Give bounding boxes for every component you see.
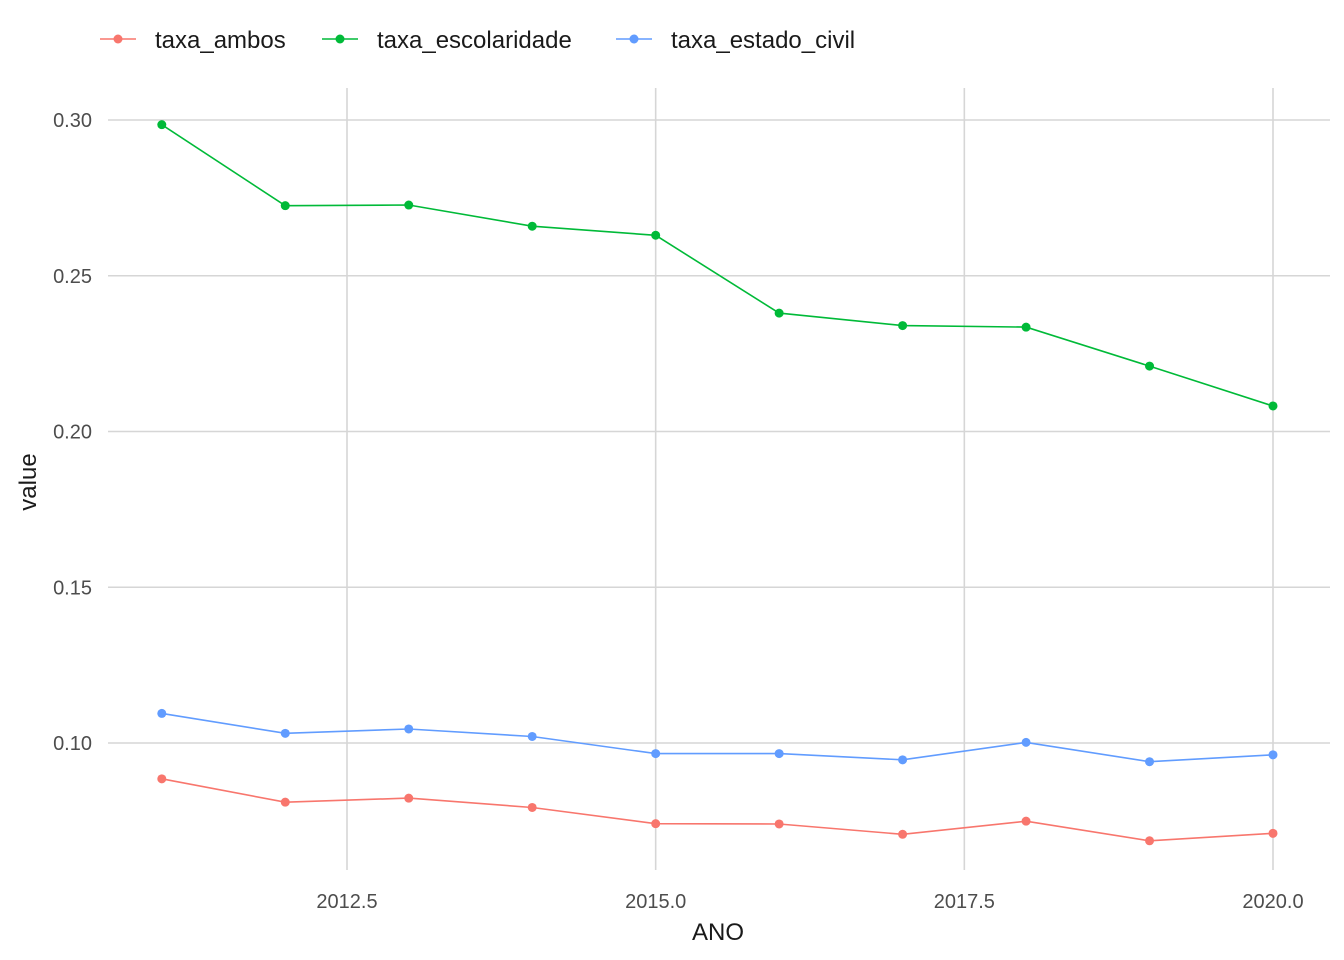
data-point: [157, 708, 167, 718]
data-point: [898, 829, 908, 839]
legend: taxa_ambos taxa_escolaridade taxa_estado_c…: [100, 27, 855, 54]
data-point: [1268, 828, 1278, 838]
legend-item: taxa_escolaridade: [322, 27, 572, 54]
data-point: [157, 774, 167, 784]
data-point: [527, 802, 537, 812]
x-tick-label: 2015.0: [625, 891, 686, 913]
legend-label: taxa_escolaridade: [377, 27, 572, 54]
data-point: [774, 749, 784, 759]
data-point: [1145, 836, 1155, 846]
data-point: [898, 321, 908, 331]
legend-key-point: [629, 34, 639, 44]
data-point: [404, 793, 414, 803]
data-point: [898, 755, 908, 765]
data-point: [157, 120, 167, 130]
y-tick-label: 0.10: [53, 733, 92, 755]
series-layer: [157, 120, 1278, 846]
series-taxa-ambos: [157, 774, 1278, 846]
legend-key-point: [335, 34, 345, 44]
data-point: [527, 731, 537, 741]
data-point: [404, 724, 414, 734]
x-tick-label: 2020.0: [1242, 891, 1303, 913]
data-point: [1145, 757, 1155, 767]
data-point: [280, 728, 290, 738]
y-tick-label: 0.25: [53, 266, 92, 288]
x-tick-labels: 2012.5 2015.0 2017.5 2020.0: [316, 891, 1303, 913]
x-tick-label: 2012.5: [316, 891, 377, 913]
y-tick-label: 0.30: [53, 110, 92, 132]
x-gridlines: [346, 88, 1274, 870]
legend-label: taxa_estado_civil: [671, 27, 855, 54]
data-point: [1021, 737, 1031, 747]
legend-label: taxa_ambos: [155, 27, 286, 54]
data-point: [280, 797, 290, 807]
y-axis-title: value: [15, 453, 42, 510]
data-point: [1021, 322, 1031, 332]
legend-item: taxa_ambos: [100, 27, 286, 54]
y-tick-labels: 0.10 0.15 0.20 0.25 0.30: [53, 110, 92, 755]
series-line: [161, 124, 1274, 407]
x-axis-title: ANO: [692, 919, 744, 946]
data-point: [404, 200, 414, 210]
y-gridlines: [108, 119, 1330, 744]
x-tick-label: 2017.5: [934, 891, 995, 913]
data-point: [774, 819, 784, 829]
data-point: [1021, 816, 1031, 826]
series-taxa-estado-civil: [157, 708, 1278, 767]
legend-item: taxa_estado_civil: [616, 27, 855, 54]
series-line: [161, 712, 1274, 763]
series-taxa-escolaridade: [157, 120, 1278, 411]
data-point: [1268, 401, 1278, 411]
y-tick-label: 0.20: [53, 422, 92, 444]
data-point: [527, 221, 537, 231]
data-point: [1145, 361, 1155, 371]
data-point: [651, 230, 661, 240]
series-line: [161, 778, 1274, 842]
data-point: [651, 819, 661, 829]
y-tick-label: 0.15: [53, 577, 92, 599]
data-point: [280, 201, 290, 211]
data-point: [651, 749, 661, 759]
data-point: [774, 308, 784, 318]
legend-key-point: [113, 34, 123, 44]
data-point: [1268, 750, 1278, 760]
